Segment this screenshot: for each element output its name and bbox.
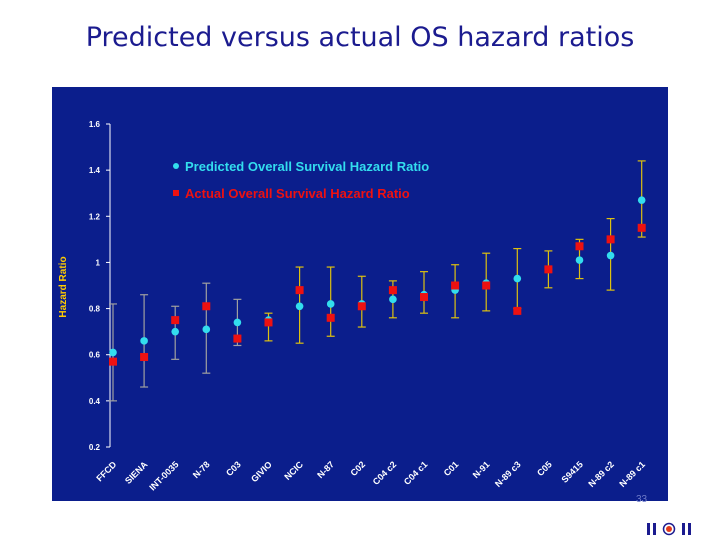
predicted-point xyxy=(233,318,242,327)
page-number: 33 xyxy=(636,494,648,505)
actual-point xyxy=(171,316,180,325)
actual-point xyxy=(140,353,149,362)
actual-point xyxy=(326,313,335,322)
predicted-point xyxy=(637,196,646,204)
y-tick-label: 1.2 xyxy=(89,212,101,221)
predicted-point xyxy=(140,337,148,345)
y-axis-label: Hazard Ratio xyxy=(58,256,69,317)
actual-point xyxy=(513,306,522,315)
actual-point xyxy=(544,265,553,274)
x-tick-label: S9415 xyxy=(559,459,584,484)
y-tick-label: 0.4 xyxy=(89,397,101,406)
x-tick-label: NCIC xyxy=(282,459,305,482)
x-tick-label: C04 c1 xyxy=(402,459,430,487)
x-tick-label: C02 xyxy=(348,459,367,478)
chart-panel: 0.2 0.4 0.6 0.8 1 1.2 1.4 1.6 Hazard Ratio FFCD SI… xyxy=(52,87,668,501)
x-tick-label: FFCD xyxy=(94,459,118,483)
y-tick-label: 1 xyxy=(96,258,101,267)
x-tick-label: C05 xyxy=(535,459,554,478)
x-tick-label: INT-0035 xyxy=(147,459,180,492)
predicted-point xyxy=(295,302,304,311)
x-tick-label: GIVIO xyxy=(249,459,274,484)
x-tick-label: N-89 c2 xyxy=(586,459,616,489)
actual-point xyxy=(637,223,646,232)
legend-label: Predicted Overall Survival Hazard Ratio xyxy=(185,159,429,174)
logo-icon xyxy=(647,522,691,536)
x-tick-label: N-89 c1 xyxy=(617,459,647,489)
actual-point xyxy=(233,334,242,343)
x-tick-label: C01 xyxy=(442,459,461,478)
predicted-point xyxy=(575,256,584,264)
predicted-point xyxy=(606,251,615,260)
legend-marker-actual xyxy=(173,190,179,196)
hazard-ratio-chart: 0.2 0.4 0.6 0.8 1 1.2 1.4 1.6 Hazard Ratio FFCD SI… xyxy=(58,120,647,493)
predicted-point xyxy=(171,327,179,336)
actual-point xyxy=(388,286,397,295)
predicted-point xyxy=(513,274,522,283)
actual-point xyxy=(420,293,428,302)
y-tick-label: 1.4 xyxy=(89,166,101,175)
predicted-point xyxy=(326,300,335,308)
y-tick-label: 0.6 xyxy=(89,351,101,360)
y-tick-label: 1.6 xyxy=(89,120,101,129)
actual-point xyxy=(575,242,584,251)
x-tick-label: SIENA xyxy=(123,459,150,486)
x-tick-label: N-78 xyxy=(191,459,212,480)
y-tick-label: 0.8 xyxy=(89,305,101,314)
predicted-point xyxy=(202,325,211,334)
actual-point xyxy=(202,302,211,311)
y-tick-label: 0.2 xyxy=(89,443,101,452)
x-tick-label: N-89 c3 xyxy=(493,459,523,489)
actual-point xyxy=(264,318,273,327)
actual-point xyxy=(109,357,117,366)
actual-point xyxy=(357,302,366,311)
x-tick-label: C04 c2 xyxy=(371,459,399,487)
actual-point xyxy=(451,281,460,290)
x-tick-label: N-91 xyxy=(471,459,492,480)
slide-title: Predicted versus actual OS hazard ratios xyxy=(85,22,635,53)
legend-label: Actual Overall Survival Hazard Ratio xyxy=(185,186,410,201)
actual-point xyxy=(606,235,615,244)
actual-point xyxy=(482,281,491,290)
x-tick-label: C03 xyxy=(224,459,243,478)
legend-marker-predicted xyxy=(173,163,179,169)
predicted-point xyxy=(389,295,397,304)
actual-point xyxy=(295,286,304,295)
x-tick-label: N-87 xyxy=(315,459,336,480)
predicted-point xyxy=(109,348,117,357)
